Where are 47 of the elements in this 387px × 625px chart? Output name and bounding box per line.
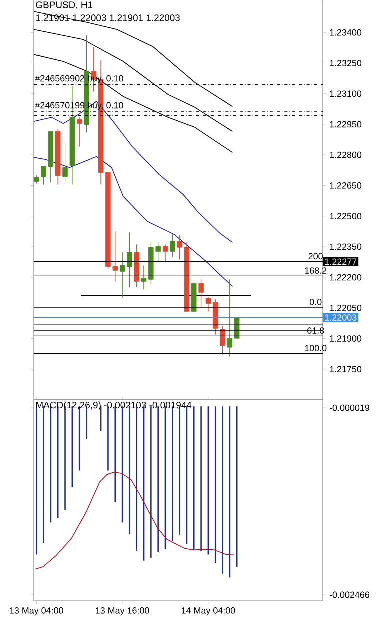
candlestick <box>198 279 204 308</box>
candlestick <box>84 35 90 133</box>
y-tick-label: 1.22200 <box>330 274 362 281</box>
candlestick <box>62 143 68 182</box>
y-tick-label: 1.22050 <box>330 304 362 312</box>
y-tick-label: 1.22500 <box>330 213 362 220</box>
y-tick-label: -0.000019 <box>330 404 370 412</box>
ref-line-label: 1.22277 <box>325 258 357 265</box>
candlestick <box>76 117 82 147</box>
chart-title: GBPUSD, H1 <box>36 2 93 10</box>
candlestick <box>177 235 182 260</box>
y-tick-label: 1.22950 <box>330 121 362 128</box>
annotation: 100.0 <box>305 345 327 352</box>
candlestick <box>120 252 126 298</box>
y-tick-label: 1.23250 <box>330 60 362 66</box>
candlestick <box>192 283 197 312</box>
y-tick-label: 1.22650 <box>330 182 362 189</box>
candlestick <box>55 129 61 185</box>
text: 1.21901 1.22003 1.21901 1.22003 <box>36 14 180 22</box>
candlestick <box>206 297 212 312</box>
chart-title: MACD(12,26,9) -0.002103 -0.001944 <box>36 402 192 411</box>
y-tick-label: 1.22350 <box>330 244 362 250</box>
y-tick-label: 1.21900 <box>330 336 362 342</box>
candlestick <box>48 131 54 183</box>
candlestick <box>220 326 226 355</box>
candlestick <box>41 166 46 185</box>
x-tick-label: 13 May 04:00 <box>10 608 64 616</box>
candlestick <box>34 175 40 184</box>
x-tick-label: 13 May 16:00 <box>96 608 150 616</box>
candlestick <box>134 244 140 288</box>
candlestick <box>227 279 233 357</box>
candlestick <box>170 234 176 258</box>
y-tick-label: 1.21750 <box>330 366 362 373</box>
annotation: 200 <box>308 253 323 260</box>
ref-line-label: 1.22003 <box>325 314 357 321</box>
y-tick-label: -0.002466 <box>330 592 370 598</box>
candlestick <box>234 318 240 339</box>
y-tick-label: 1.22800 <box>330 152 362 158</box>
candlestick <box>127 232 132 288</box>
candlestick <box>162 244 168 263</box>
annotation: 168.2 <box>305 268 327 274</box>
y-tick-label: 1.23400 <box>330 29 362 36</box>
x-tick-label: 14 May 04:00 <box>182 608 236 616</box>
candlestick <box>184 242 190 312</box>
y-tick-label: 1.23100 <box>330 90 362 98</box>
candlestick <box>141 265 147 290</box>
annotation: 0.0 <box>310 299 322 306</box>
